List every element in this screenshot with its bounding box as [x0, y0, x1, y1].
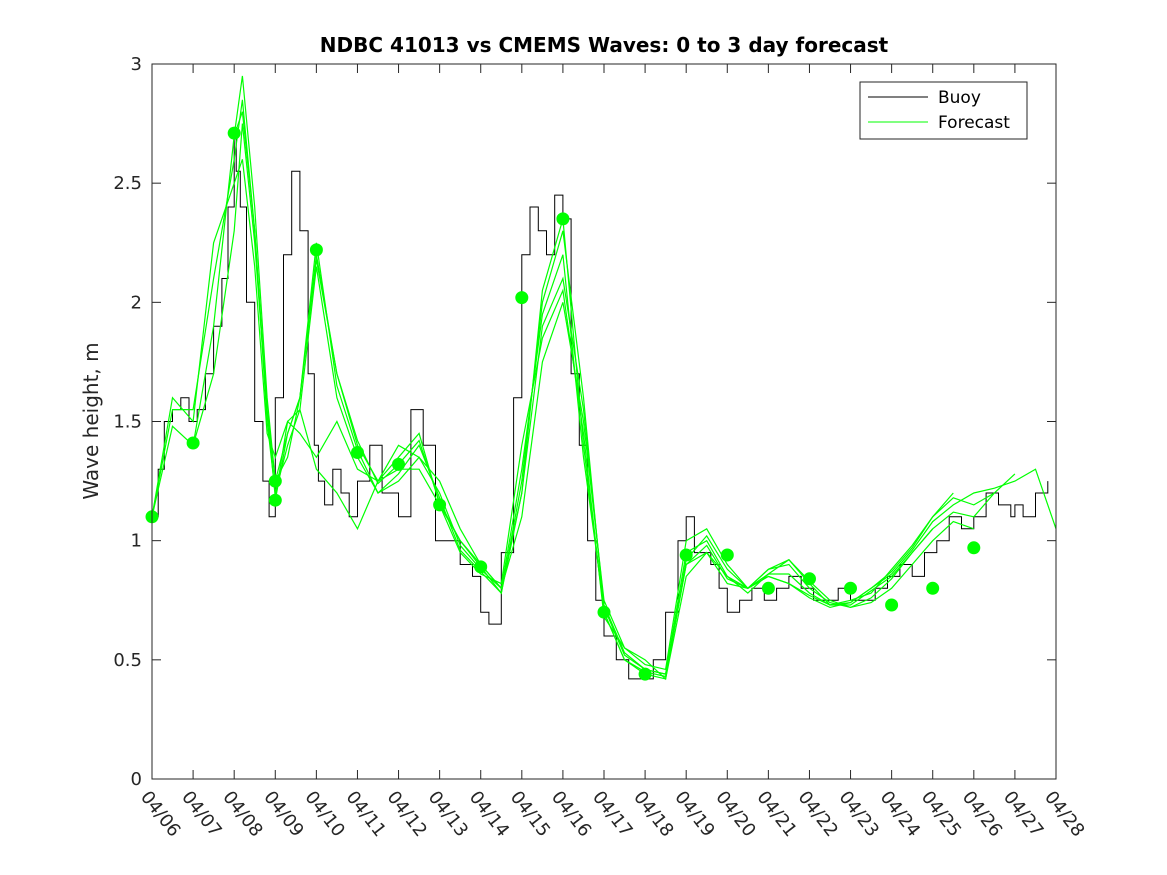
series-line-forecast-run-4 [192, 123, 974, 681]
x-tick-label: 04/19 [670, 787, 718, 841]
x-tick-label: 04/27 [999, 787, 1047, 841]
forecast-marker-13 [597, 605, 611, 619]
plot-area [145, 75, 1057, 681]
x-tick-label: 04/08 [218, 787, 266, 841]
forecast-marker-20 [885, 598, 899, 612]
forecast-marker-11 [515, 291, 529, 305]
series-line-forecast-run-6 [274, 259, 934, 675]
forecast-marker-17 [761, 581, 775, 595]
y-axis-label: Wave height, m [79, 342, 103, 499]
x-tick-label: 04/09 [259, 787, 307, 841]
x-tick-label: 04/14 [465, 787, 513, 841]
y-tick-label: 3 [131, 54, 142, 75]
forecast-marker-4 [268, 474, 282, 488]
x-tick-label: 04/16 [547, 787, 595, 841]
forecast-marker-14 [638, 667, 652, 681]
forecast-marker-8 [392, 457, 405, 471]
forecast-marker-6 [309, 243, 323, 257]
forecast-marker-3 [227, 126, 241, 140]
forecast-marker-7 [351, 446, 364, 459]
y-tick-label: 0 [131, 769, 142, 790]
y-tick-label: 2 [131, 292, 142, 313]
forecast-marker-19 [844, 581, 857, 595]
forecast-marker-5 [268, 493, 282, 507]
x-tick-label: 04/28 [1040, 787, 1088, 841]
y-tick-label: 0.5 [113, 650, 142, 671]
x-tick-label: 04/22 [794, 787, 842, 841]
legend-box [859, 81, 1028, 140]
forecast-marker-21 [926, 581, 940, 595]
x-tick-label: 04/20 [711, 787, 759, 841]
forecast-marker-16 [720, 548, 734, 562]
series-line-forecast-run-5 [233, 111, 954, 680]
forecast-marker-9 [433, 498, 447, 512]
forecast-marker-18 [803, 572, 816, 586]
x-tick-label: 04/18 [629, 787, 677, 841]
forecast-marker-15 [679, 548, 693, 562]
axes: 00.511.522.5304/0604/0704/0804/0904/1004… [113, 54, 1088, 841]
x-tick-label: 04/17 [588, 787, 636, 841]
x-tick-label: 04/21 [752, 787, 800, 841]
y-tick-label: 1.5 [113, 412, 142, 433]
x-tick-label: 04/12 [383, 787, 431, 841]
forecast-marker-22 [967, 541, 981, 555]
y-tick-label: 1 [131, 531, 142, 552]
series-line-forecast-run-1 [151, 75, 1057, 678]
forecast-marker-2 [186, 436, 200, 450]
x-tick-label: 04/11 [342, 787, 390, 841]
forecast-marker-10 [474, 560, 488, 574]
legend-forecast-label: Forecast [938, 113, 1010, 133]
x-tick-label: 04/10 [300, 787, 348, 841]
x-tick-label: 04/06 [136, 787, 184, 841]
x-tick-label: 04/24 [876, 787, 924, 841]
forecast-marker-12 [556, 212, 570, 226]
x-tick-label: 04/23 [835, 787, 883, 841]
x-tick-label: 04/15 [506, 787, 554, 841]
x-tick-label: 04/25 [917, 787, 965, 841]
x-tick-label: 04/26 [958, 787, 1006, 841]
x-tick-label: 04/07 [177, 787, 225, 841]
x-tick-label: 04/13 [424, 787, 472, 841]
y-tick-label: 2.5 [113, 173, 142, 194]
chart-title: NDBC 41013 vs CMEMS Waves: 0 to 3 day fo… [320, 33, 889, 57]
legend: Buoy Forecast [859, 81, 1028, 140]
legend-buoy-label: Buoy [938, 88, 981, 108]
series-line-buoy [152, 135, 1049, 680]
